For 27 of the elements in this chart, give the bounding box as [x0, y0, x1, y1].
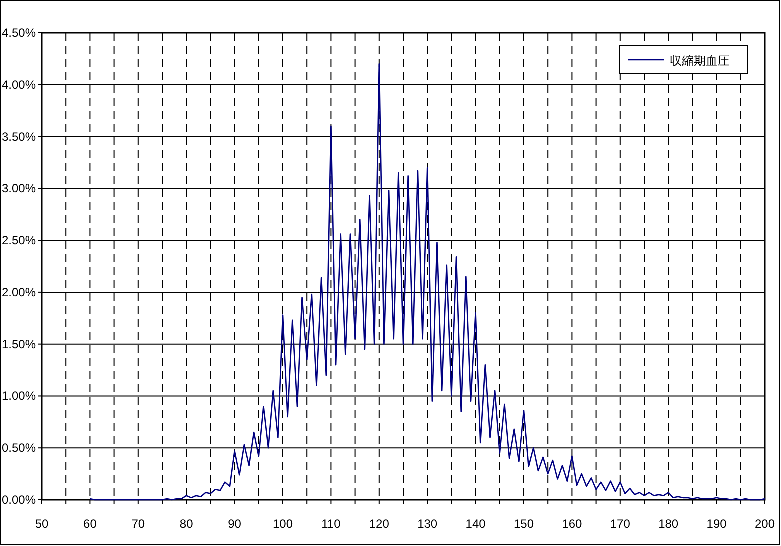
x-tick-label: 190 [706, 517, 728, 531]
x-tick-label: 200 [754, 517, 776, 531]
x-tick-label: 140 [466, 517, 486, 531]
legend-label: 収縮期血圧 [670, 54, 730, 68]
y-tick-label: 1.00% [2, 389, 36, 404]
x-tick-label: 110 [322, 517, 342, 531]
x-tick-label: 180 [658, 517, 679, 531]
y-tick-label: 2.00% [2, 285, 36, 300]
y-tick-label: 0.00% [2, 493, 36, 507]
x-tick-label: 70 [132, 517, 146, 531]
x-tick-label: 50 [35, 517, 49, 531]
y-tick-label: 4.00% [2, 78, 36, 92]
x-tick-label: 130 [418, 517, 438, 531]
y-tick-label: 3.00% [2, 182, 36, 196]
x-tick-label: 80 [180, 517, 194, 531]
x-tick-label: 120 [369, 517, 390, 531]
y-tick-label: 1.50% [2, 337, 36, 352]
x-tick-label: 150 [514, 517, 534, 531]
y-tick-label: 4.50% [2, 26, 36, 40]
y-tick-label: 2.50% [2, 234, 36, 248]
y-tick-label: 3.50% [2, 130, 36, 144]
x-tick-label: 100 [272, 517, 294, 531]
x-tick-label: 170 [610, 517, 631, 531]
y-tick-label: 0.50% [2, 441, 36, 456]
x-tick-label: 60 [84, 517, 98, 531]
x-tick-label: 90 [228, 517, 242, 531]
x-tick-label: 160 [562, 517, 583, 531]
